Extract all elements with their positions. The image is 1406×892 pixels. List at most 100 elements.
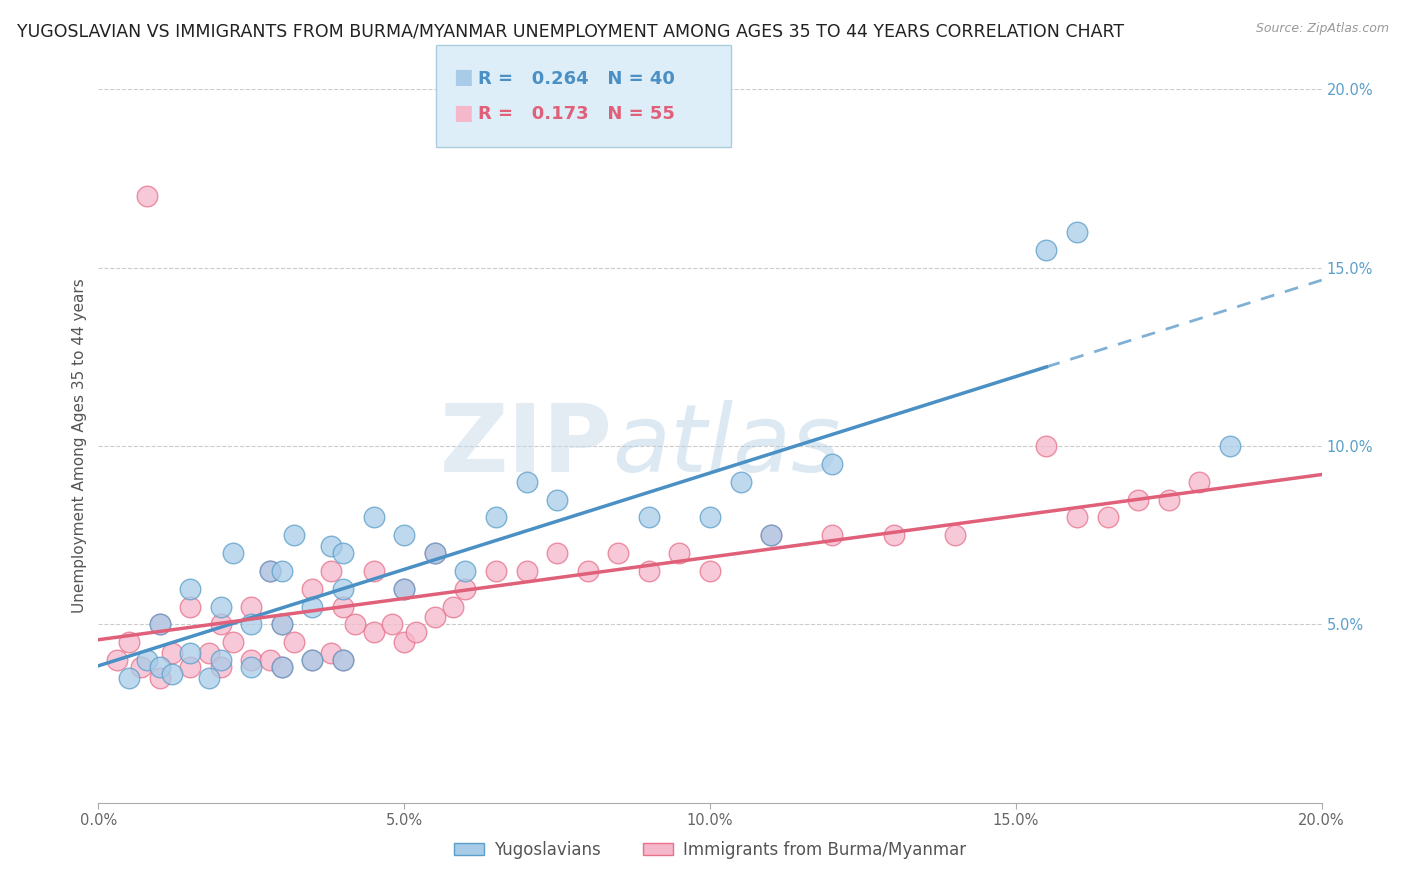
Point [516,475,538,489]
Point [423,546,446,560]
Point [943,528,966,542]
Text: ZIP: ZIP [439,400,612,492]
Point [319,539,342,553]
Point [759,528,782,542]
Point [485,564,508,578]
Point [546,546,568,560]
Point [160,667,183,681]
Y-axis label: Unemployment Among Ages 35 to 44 years: Unemployment Among Ages 35 to 44 years [72,278,87,614]
Point [149,617,172,632]
Point [270,617,292,632]
Point [381,617,404,632]
Point [405,624,427,639]
Point [454,582,477,596]
Point [197,671,219,685]
Point [699,564,721,578]
Point [668,546,690,560]
Text: YUGOSLAVIAN VS IMMIGRANTS FROM BURMA/MYANMAR UNEMPLOYMENT AMONG AGES 35 TO 44 YE: YUGOSLAVIAN VS IMMIGRANTS FROM BURMA/MYA… [17,22,1123,40]
Point [1219,439,1241,453]
Point [730,475,752,489]
Point [259,564,281,578]
Point [209,660,232,674]
Point [240,599,263,614]
Point [160,646,183,660]
Text: atlas: atlas [612,401,841,491]
Point [209,599,232,614]
Point [363,624,385,639]
Point [129,660,152,674]
Point [301,599,323,614]
Point [259,653,281,667]
Point [179,660,201,674]
Point [454,564,477,578]
Point [118,671,141,685]
Point [392,528,416,542]
Point [283,635,305,649]
Point [392,582,416,596]
Point [179,646,201,660]
Point [149,660,172,674]
Point [1066,225,1088,239]
Point [423,546,446,560]
Point [209,617,232,632]
Point [197,646,219,660]
Point [118,635,141,649]
Point [179,599,201,614]
Point [179,582,201,596]
Point [576,564,599,578]
Text: R =   0.264   N = 40: R = 0.264 N = 40 [478,70,675,87]
Point [270,564,292,578]
Point [363,510,385,524]
Point [301,582,323,596]
Point [1157,492,1180,507]
Point [149,671,172,685]
Point [240,617,263,632]
Point [270,617,292,632]
Point [1128,492,1150,507]
Point [607,546,630,560]
Point [136,653,159,667]
Point [332,582,354,596]
Text: ■: ■ [453,103,472,122]
Point [301,653,323,667]
Point [344,617,367,632]
Text: R =   0.173   N = 55: R = 0.173 N = 55 [478,105,675,123]
Text: Source: ZipAtlas.com: Source: ZipAtlas.com [1256,22,1389,36]
Point [1188,475,1211,489]
Point [441,599,464,614]
Point [222,546,245,560]
Point [222,635,245,649]
Point [883,528,905,542]
Point [332,653,354,667]
Point [699,510,721,524]
Point [485,510,508,524]
Point [259,564,281,578]
Legend: Yugoslavians, Immigrants from Burma/Myanmar: Yugoslavians, Immigrants from Burma/Myan… [447,835,973,866]
Point [637,564,661,578]
Point [1097,510,1119,524]
Point [1035,243,1057,257]
Point [821,528,844,542]
Point [240,653,263,667]
Point [319,564,342,578]
Point [637,510,661,524]
Point [136,189,159,203]
Point [319,646,342,660]
Point [283,528,305,542]
Point [821,457,844,471]
Point [392,582,416,596]
Point [270,660,292,674]
Point [209,653,232,667]
Text: ■: ■ [453,67,472,87]
Point [392,635,416,649]
Point [332,599,354,614]
Point [301,653,323,667]
Point [1066,510,1088,524]
Point [516,564,538,578]
Point [363,564,385,578]
Point [105,653,128,667]
Point [332,546,354,560]
Point [149,617,172,632]
Point [759,528,782,542]
Point [1035,439,1057,453]
